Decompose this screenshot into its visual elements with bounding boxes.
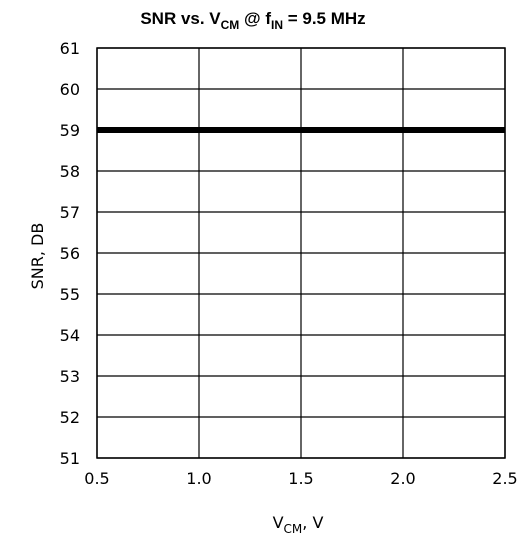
grid [96,47,506,459]
title-tail: = 9.5 MHz [283,9,366,28]
x-tick-labels: 0.5 1.0 1.5 2.0 2.5 [84,469,517,488]
title-main: SNR vs. V [140,9,221,28]
y-tick-labels: 51 52 53 54 55 56 57 58 59 60 61 [60,39,80,468]
x-axis-label-sub: CM [284,522,303,536]
y-axis-label: SNR, DB [28,223,47,290]
x-axis-label-main: V [273,513,284,532]
x-tick-label: 2.5 [492,469,517,488]
y-tick-label: 52 [60,408,80,427]
x-tick-label: 2.0 [390,469,415,488]
chart-title: SNR vs. VCM @ fIN = 9.5 MHz [140,9,365,32]
title-sub-in: IN [271,18,283,32]
y-tick-label: 54 [60,326,80,345]
title-mid: @ f [239,9,271,28]
y-tick-label: 61 [60,39,80,58]
y-tick-label: 60 [60,80,80,99]
y-tick-label: 55 [60,285,80,304]
y-tick-label: 57 [60,203,80,222]
y-tick-label: 58 [60,162,80,181]
x-tick-label: 1.0 [186,469,211,488]
y-tick-label: 56 [60,244,80,263]
x-axis-label: VCM, V [273,513,324,536]
y-tick-label: 51 [60,449,80,468]
title-sub-cm: CM [221,18,240,32]
x-axis-label-tail: , V [302,513,323,532]
x-tick-label: 1.5 [288,469,313,488]
y-tick-label: 53 [60,367,80,386]
y-tick-label: 59 [60,121,80,140]
plot-frame [96,47,506,459]
x-tick-label: 0.5 [84,469,109,488]
